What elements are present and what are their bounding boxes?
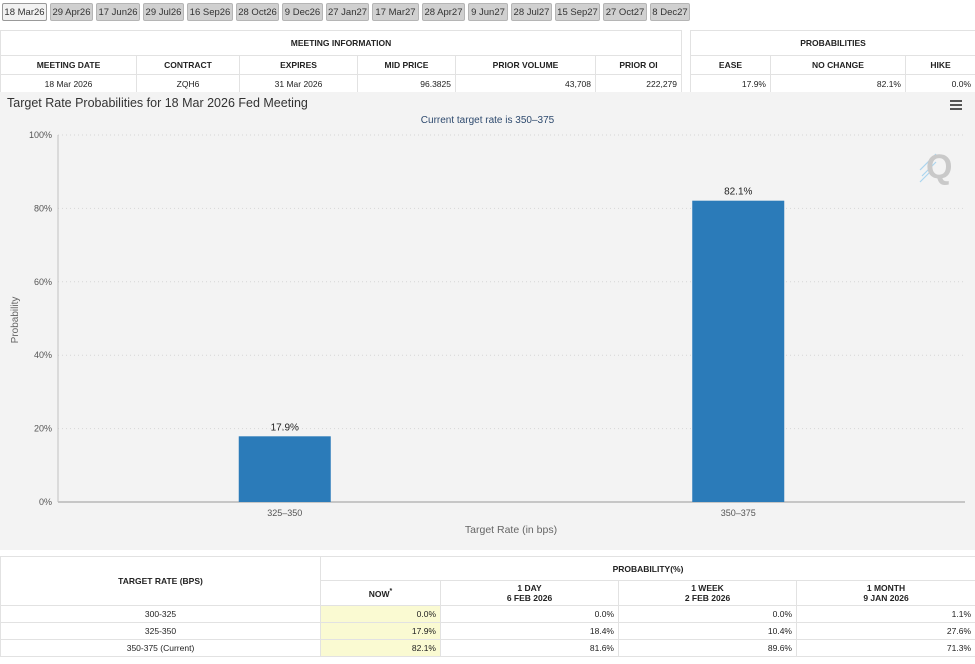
- table-row: 325-350 17.9% 18.4% 10.4% 27.6%: [0, 622, 975, 640]
- col-now: NOW*: [320, 580, 441, 606]
- target-rate-header: TARGET RATE (BPS): [0, 556, 321, 606]
- 1-week-cell: 0.0%: [618, 605, 797, 623]
- y-tick-label: 60%: [34, 277, 52, 287]
- 1-day-cell: 0.0%: [440, 605, 619, 623]
- 1-week-cell: 89.6%: [618, 639, 797, 657]
- bar-data-label: 82.1%: [724, 187, 752, 198]
- col-1-day: 1 DAY 6 FEB 2026: [440, 580, 619, 606]
- prior-oi-value: 222,279: [594, 74, 683, 94]
- x-tick-label: 350–375: [721, 508, 756, 518]
- col-1-month-l1: 1 MONTH: [866, 583, 906, 593]
- col-no-change: NO CHANGE: [770, 55, 906, 75]
- 1-week-cell: 10.4%: [618, 622, 797, 640]
- now-cell: 82.1%: [320, 639, 441, 657]
- tab-16-sep26[interactable]: 16 Sep26: [187, 3, 233, 21]
- chart-subtitle: Current target rate is 350–375: [420, 115, 555, 126]
- y-tick-label: 40%: [34, 350, 52, 360]
- x-tick-label: 325–350: [267, 508, 302, 518]
- mid-price-value: 96.3825: [357, 74, 456, 94]
- rate-cell: 300-325: [0, 605, 321, 623]
- col-prior-oi: PRIOR OI: [594, 55, 683, 75]
- x-axis-label: Target Rate (in bps): [465, 524, 557, 536]
- tab-18-mar26[interactable]: 18 Mar26: [2, 3, 47, 21]
- y-tick-label: 20%: [34, 424, 52, 434]
- col-meeting-date: MEETING DATE: [0, 55, 137, 75]
- col-1-month-l2: 9 JAN 2026: [863, 593, 909, 603]
- now-footnote-mark: *: [389, 587, 393, 595]
- tab-9-jun27[interactable]: 9 Jun27: [468, 3, 508, 21]
- col-1-week-l2: 2 FEB 2026: [684, 593, 731, 603]
- col-ease: EASE: [690, 55, 771, 75]
- target-rate-probability-table: TARGET RATE (BPS) PROBABILITY(%) NOW* 1 …: [0, 556, 975, 657]
- tab-29-apr26[interactable]: 29 Apr26: [50, 3, 93, 21]
- col-1-week: 1 WEEK 2 FEB 2026: [618, 580, 797, 606]
- col-contract: CONTRACT: [136, 55, 240, 75]
- col-hike: HIKE: [904, 55, 975, 75]
- meeting-information-table: MEETING INFORMATION MEETING DATE CONTRAC…: [0, 30, 683, 94]
- col-mid-price: MID PRICE: [357, 55, 456, 75]
- chart-title: Target Rate Probabilities for 18 Mar 202…: [7, 96, 308, 110]
- 1-month-cell: 27.6%: [795, 622, 975, 640]
- table-row: 300-325 0.0% 0.0% 0.0% 1.1%: [0, 605, 975, 623]
- now-cell: 17.9%: [320, 622, 441, 640]
- tab-27-jan27[interactable]: 27 Jan27: [326, 3, 369, 21]
- 1-month-cell: 1.1%: [795, 605, 975, 623]
- col-1-month: 1 MONTH 9 JAN 2026: [795, 580, 975, 606]
- probabilities-table: PROBABILITIES EASE NO CHANGE HIKE 17.9% …: [689, 30, 975, 94]
- prior-volume-value: 43,708: [455, 74, 596, 94]
- tab-17-jun26[interactable]: 17 Jun26: [96, 3, 140, 21]
- ease-value: 17.9%: [690, 74, 771, 94]
- quikstrike-logo-icon: Q: [919, 148, 952, 186]
- bar-chart: Probability Target Rate (in bps) 0% 20% 40…: [10, 130, 965, 536]
- rate-cell: 350-375 (Current): [0, 639, 321, 657]
- table-row: 350-375 (Current) 82.1% 81.6% 89.6% 71.3…: [0, 639, 975, 657]
- y-tick-label: 0%: [39, 497, 52, 507]
- 1-day-cell: 18.4%: [440, 622, 619, 640]
- tab-28-jul27[interactable]: 28 Jul27: [511, 3, 552, 21]
- no-change-value: 82.1%: [770, 74, 906, 94]
- probabilities-header: PROBABILITIES: [689, 30, 975, 56]
- bar-1[interactable]: [692, 200, 785, 502]
- tab-29-jul26[interactable]: 29 Jul26: [143, 3, 184, 21]
- expires-value: 31 Mar 2026: [239, 74, 358, 94]
- probability-chart-panel: Target Rate Probabilities for 18 Mar 202…: [0, 92, 975, 550]
- contract-value: ZQH6: [136, 74, 240, 94]
- tab-28-oct26[interactable]: 28 Oct26: [236, 3, 279, 21]
- meeting-info-header: MEETING INFORMATION: [0, 30, 683, 56]
- probability-header: PROBABILITY(%): [319, 556, 975, 581]
- col-1-day-l1: 1 DAY: [517, 583, 542, 593]
- col-expires: EXPIRES: [239, 55, 358, 75]
- y-axis-label: Probability: [10, 297, 21, 344]
- now-label: NOW: [368, 588, 390, 599]
- bar-data-label: 17.9%: [271, 422, 299, 433]
- 1-day-cell: 81.6%: [440, 639, 619, 657]
- col-1-day-l2: 6 FEB 2026: [506, 593, 553, 603]
- 1-month-cell: 71.3%: [795, 639, 975, 657]
- tab-17-mar27[interactable]: 17 Mar27: [372, 3, 419, 21]
- rate-cell: 325-350: [0, 622, 321, 640]
- meeting-date-value: 18 Mar 2026: [0, 74, 137, 94]
- y-tick-label: 80%: [34, 203, 52, 213]
- col-prior-volume: PRIOR VOLUME: [455, 55, 596, 75]
- tab-27-oct27[interactable]: 27 Oct27: [603, 3, 647, 21]
- tab-8-dec27[interactable]: 8 Dec27: [650, 3, 690, 21]
- tab-9-dec26[interactable]: 9 Dec26: [282, 3, 323, 21]
- tab-28-apr27[interactable]: 28 Apr27: [422, 3, 465, 21]
- y-tick-label: 100%: [29, 130, 52, 140]
- hike-value: 0.0%: [904, 74, 975, 94]
- hamburger-menu-icon[interactable]: [950, 100, 962, 111]
- meeting-date-tabs: 18 Mar26 29 Apr26 17 Jun26 29 Jul26 16 S…: [0, 0, 975, 24]
- col-1-week-l1: 1 WEEK: [691, 583, 724, 593]
- bar-0[interactable]: [238, 436, 331, 502]
- now-cell: 0.0%: [320, 605, 441, 623]
- tab-15-sep27[interactable]: 15 Sep27: [555, 3, 600, 21]
- svg-text:Q: Q: [926, 148, 952, 186]
